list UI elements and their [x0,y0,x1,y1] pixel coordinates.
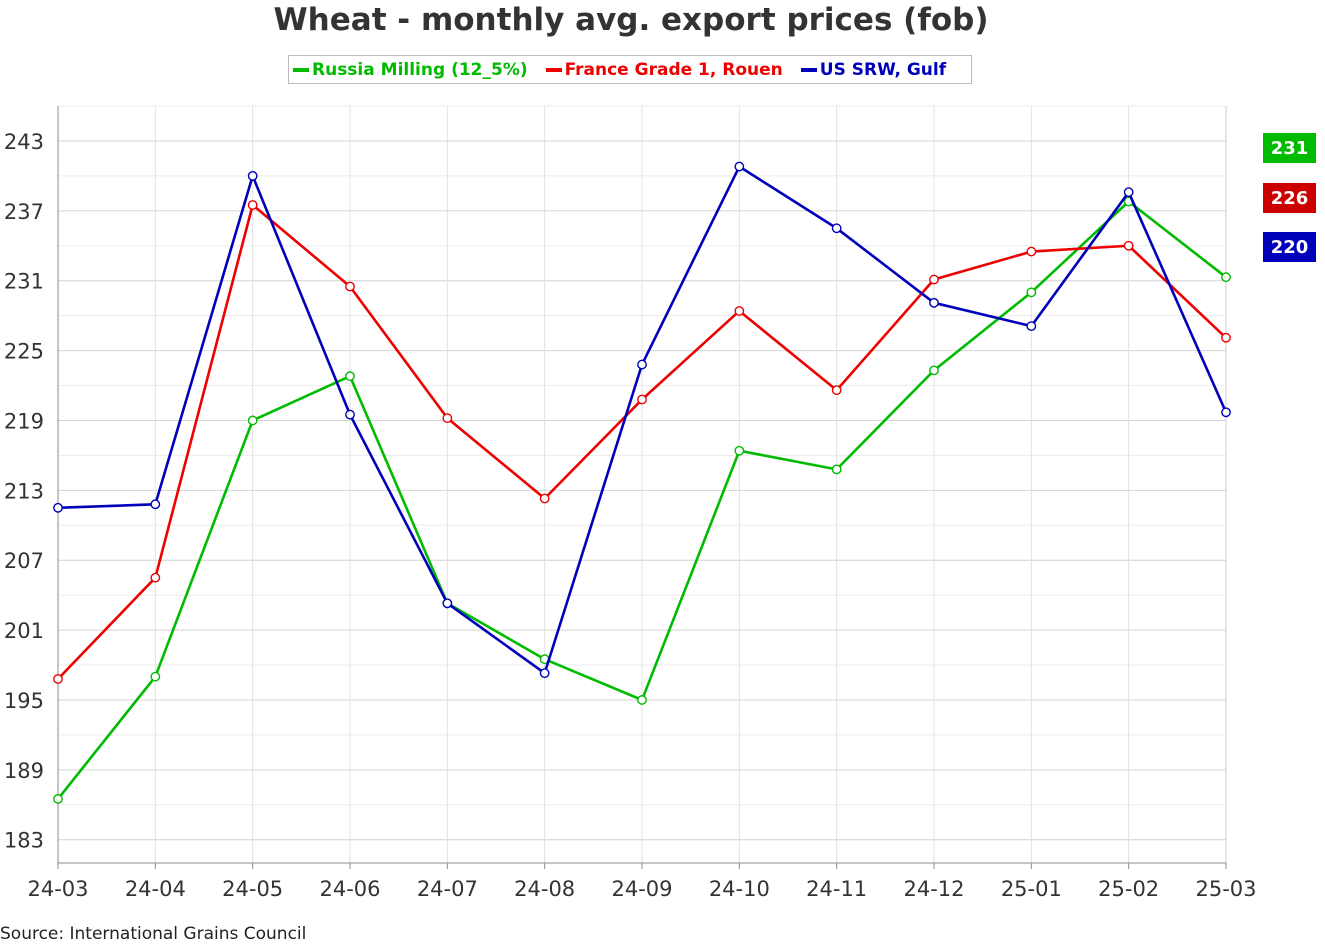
y-tick-label: 225 [4,340,44,364]
data-point-1 [345,281,355,292]
data-point-0 [831,464,842,475]
data-point-2 [734,161,745,172]
x-tick-label: 24-11 [806,877,867,901]
data-point-2 [929,297,939,308]
last-value-badge-us: 220 [1262,231,1317,263]
data-point-1 [247,200,258,210]
chart-legend: Russia Milling (12_5%) France Grade 1, R… [288,55,972,84]
y-tick-label: 207 [4,549,44,573]
data-point-2 [539,668,550,679]
x-tick-label: 25-03 [1195,877,1256,901]
data-point-1 [929,274,939,285]
data-point-2 [1026,321,1037,332]
data-point-2 [247,170,258,181]
data-point-2 [831,223,842,234]
y-tick-label: 213 [4,479,44,503]
y-tick-label: 183 [4,829,44,853]
data-point-2 [53,502,63,513]
data-point-1 [539,493,550,504]
data-point-2 [442,598,453,609]
data-point-1 [734,306,745,316]
data-point-1 [1221,332,1231,343]
x-tick-label: 24-07 [417,877,478,901]
data-point-1 [831,385,842,396]
data-point-2 [637,359,647,370]
data-point-0 [53,794,63,804]
y-tick-label: 189 [4,759,44,783]
y-tick-label: 231 [4,270,44,294]
data-point-1 [442,413,453,424]
data-point-1 [150,572,161,583]
data-point-1 [1026,246,1037,257]
data-point-1 [637,394,647,405]
legend-item-us[interactable]: US SRW, Gulf [800,59,947,80]
data-point-2 [1221,407,1231,418]
legend-item-france[interactable]: France Grade 1, Rouen [545,59,783,80]
data-point-0 [1026,287,1037,298]
data-point-0 [345,371,355,382]
x-tick-label: 24-06 [319,877,380,901]
data-point-0 [247,415,258,426]
data-point-0 [150,671,161,682]
data-point-2 [1123,187,1134,198]
legend-swatch-france [545,67,562,72]
legend-label-us: US SRW, Gulf [819,59,947,80]
x-tick-label: 25-02 [1098,877,1159,901]
x-tick-label: 24-12 [903,877,964,901]
data-point-0 [637,695,647,705]
legend-swatch-us [800,67,817,72]
data-point-2 [150,499,161,510]
y-tick-label: 201 [4,619,44,643]
legend-label-russia: Russia Milling (12_5%) [312,59,528,80]
x-tick-label: 24-08 [514,877,575,901]
x-tick-label: 24-03 [27,877,88,901]
x-tick-label: 24-10 [709,877,770,901]
x-tick-label: 24-09 [611,877,672,901]
legend-item-russia[interactable]: Russia Milling (12_5%) [293,60,528,80]
last-value-badge-france: 226 [1262,182,1317,214]
legend-swatch-russia [293,67,309,72]
y-tick-label: 219 [4,409,44,433]
chart-title: Wheat - monthly avg. export prices (fob) [273,2,989,38]
x-tick-label: 24-04 [125,877,186,901]
data-point-1 [53,674,63,684]
source-note: Source: International Grains Council [0,924,307,944]
y-tick-label: 243 [4,130,44,154]
last-value-badge-russia: 231 [1262,132,1317,164]
data-point-1 [1123,240,1134,251]
data-point-0 [929,365,939,376]
data-point-0 [1221,272,1231,283]
x-tick-label: 24-05 [222,877,283,901]
data-point-2 [345,409,355,420]
legend-label-france: France Grade 1, Rouen [564,59,783,80]
x-tick-label: 25-01 [1001,877,1062,901]
y-tick-label: 237 [4,200,44,224]
data-point-0 [734,445,745,456]
y-tick-label: 195 [4,689,44,713]
